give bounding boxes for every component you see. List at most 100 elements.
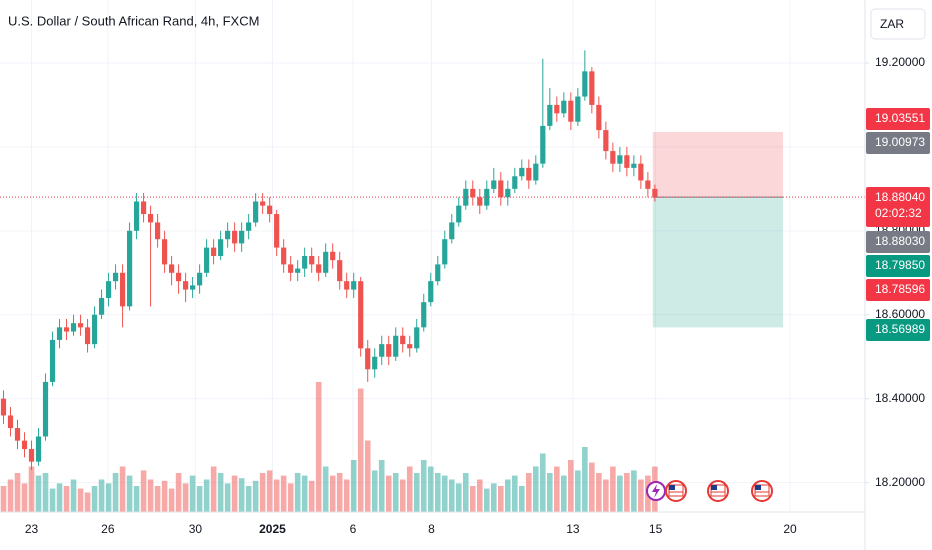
volume-bar <box>168 488 175 512</box>
candle-body <box>491 180 497 189</box>
candle-body <box>533 163 539 181</box>
volume-bar <box>203 479 210 512</box>
event-icon[interactable] <box>707 480 729 502</box>
candle-body <box>337 260 343 282</box>
event-icon[interactable] <box>665 480 687 502</box>
volume-bar <box>126 475 133 512</box>
currency-label: ZAR <box>880 17 904 31</box>
candle-body <box>119 272 126 307</box>
candle-body <box>295 268 301 273</box>
candle-body <box>568 100 574 122</box>
candle-body <box>35 436 42 462</box>
price-tag <box>866 319 930 341</box>
candles <box>0 50 865 471</box>
volume-bar <box>105 483 112 512</box>
candle-body <box>190 285 196 290</box>
candle-body <box>323 251 329 273</box>
x-tick-label: 13 <box>566 522 580 536</box>
x-tick-label: 15 <box>649 522 663 536</box>
volume-bar <box>554 466 560 512</box>
candle-body <box>126 230 133 307</box>
candle-body <box>365 348 371 370</box>
candle-body <box>477 197 483 206</box>
volume-bar <box>154 486 161 512</box>
candle-body <box>56 327 63 340</box>
position-tool[interactable] <box>652 131 784 328</box>
candle-body <box>470 188 476 198</box>
price-tag-label: 18.88030 <box>875 234 925 248</box>
volume-bar <box>336 473 343 512</box>
candle-body <box>140 201 147 215</box>
candle-body <box>98 297 105 315</box>
price-tag <box>866 255 930 277</box>
volume-bar <box>273 479 280 512</box>
x-tick-label: 23 <box>25 522 39 536</box>
candle-body <box>428 281 434 303</box>
volume-bar <box>575 470 581 512</box>
stop-zone <box>652 131 784 198</box>
candle-body <box>204 247 210 273</box>
candle-body <box>84 327 91 345</box>
candle-body <box>218 239 224 256</box>
volume-bar <box>343 479 350 512</box>
volume-bar <box>350 460 357 512</box>
candle-body <box>7 415 14 429</box>
volume-bar <box>266 470 273 512</box>
candle-body <box>63 327 70 332</box>
volume-bar <box>497 486 504 512</box>
volume-bar <box>196 486 203 512</box>
volume-bar <box>526 473 532 512</box>
volume-bar <box>406 466 413 512</box>
candle-body <box>225 230 231 240</box>
volume-bar <box>42 473 49 512</box>
candle-body <box>351 281 357 290</box>
candle-body <box>21 440 28 450</box>
candle-body <box>316 264 322 273</box>
volume-bar <box>238 478 245 512</box>
candle-body <box>147 214 154 223</box>
candle-body <box>393 335 399 357</box>
volume-bar <box>301 475 308 512</box>
candle-body <box>28 449 35 462</box>
candle-body <box>281 247 287 265</box>
volume-bar <box>77 488 84 512</box>
volume-bar <box>182 483 189 512</box>
candle-body <box>575 96 581 122</box>
volume-bar <box>420 460 427 512</box>
volume-bar <box>533 466 539 512</box>
volume-bar <box>455 483 462 512</box>
x-tick-label: 20 <box>783 522 797 536</box>
candle-body <box>91 314 98 345</box>
volume-bar <box>568 460 574 512</box>
volume-bar <box>483 488 490 512</box>
volume <box>0 382 658 512</box>
candle-body <box>274 214 280 248</box>
volume-bar <box>7 479 14 512</box>
volume-bar <box>245 486 252 512</box>
volume-bar <box>371 470 378 512</box>
candle-body <box>309 256 315 265</box>
candle-body <box>561 100 567 114</box>
candle-body <box>330 251 336 261</box>
candle-body <box>442 239 448 265</box>
volume-bar <box>427 466 434 512</box>
volume-bar <box>631 470 637 512</box>
candle-body <box>596 104 602 131</box>
volume-bar <box>624 473 630 512</box>
volume-bar <box>511 475 518 512</box>
candle-body <box>154 222 161 240</box>
candle-body <box>161 239 168 265</box>
currency-button[interactable] <box>870 8 926 40</box>
volume-bar <box>56 483 63 512</box>
volume-bar <box>280 475 287 512</box>
volume-bar <box>441 475 448 512</box>
volume-bar <box>610 466 616 512</box>
candle-body <box>631 163 637 168</box>
candle-body <box>344 281 350 290</box>
candle-body <box>168 264 175 273</box>
y-tick-label: 19.20000 <box>875 55 925 69</box>
event-icon[interactable] <box>751 480 773 502</box>
candle-body <box>70 323 77 332</box>
